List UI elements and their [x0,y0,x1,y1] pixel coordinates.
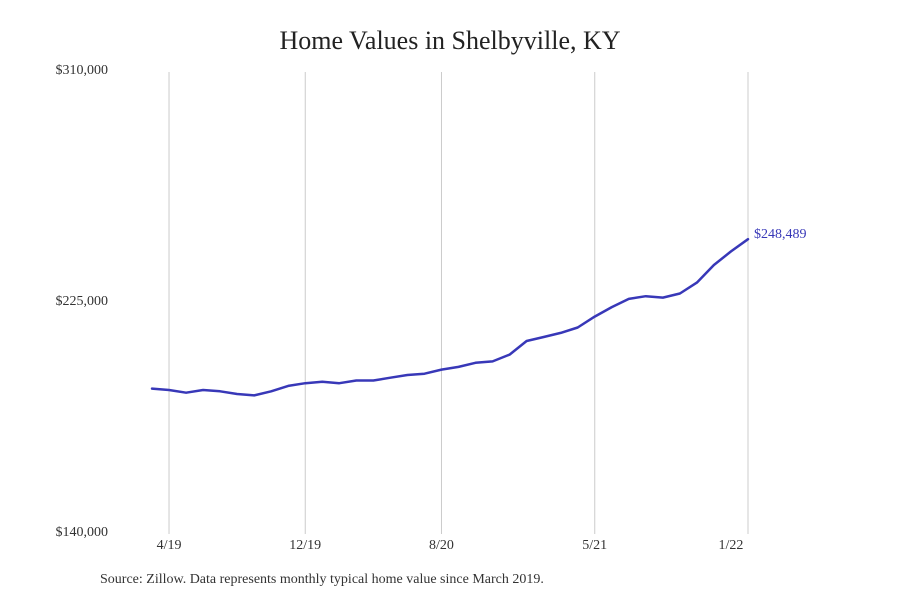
source-note: Source: Zillow. Data represents monthly … [100,572,544,588]
chart-container: Home Values in Shelbyville, KY Source: Z… [0,0,900,600]
x-axis-label: 12/19 [275,538,335,554]
y-axis-label: $310,000 [0,63,108,79]
x-axis-label: 8/20 [411,538,471,554]
chart-plot [0,0,900,600]
x-axis-label: 4/19 [139,538,199,554]
y-axis-label: $140,000 [0,525,108,541]
end-data-label: $248,489 [754,227,807,243]
x-axis-label: 5/21 [565,538,625,554]
x-axis-label: 1/22 [701,538,761,554]
y-axis-label: $225,000 [0,294,108,310]
